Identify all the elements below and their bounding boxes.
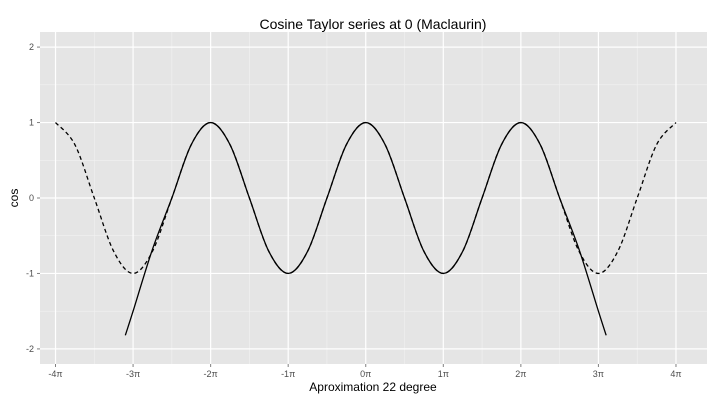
- x-tick-label: -2π: [204, 369, 218, 379]
- x-tick-label: -3π: [126, 369, 140, 379]
- y-tick-label: 1: [29, 118, 34, 128]
- dashed-series-line: [55, 121, 677, 275]
- chart-title: Cosine Taylor series at 0 (Maclaurin): [260, 16, 487, 32]
- x-tick-label: -4π: [48, 369, 62, 379]
- y-axis-label: cos: [7, 189, 21, 208]
- series-layer: [55, 121, 677, 336]
- x-tick-label: 1π: [438, 369, 449, 379]
- x-axis-ticks: -4π -3π -2π -1π 0π 1π 2π 3π 4π: [48, 364, 682, 379]
- y-tick-label: -2: [26, 344, 34, 354]
- x-tick-label: -1π: [281, 369, 295, 379]
- x-tick-label: 4π: [670, 369, 681, 379]
- x-tick-label: 3π: [593, 369, 604, 379]
- x-tick-label: 0π: [360, 369, 371, 379]
- solid-series-line: [124, 121, 607, 336]
- x-axis-label: Aproximation 22 degree: [309, 380, 437, 394]
- y-tick-label: -1: [26, 268, 34, 278]
- x-tick-label: 2π: [515, 369, 526, 379]
- y-axis-ticks: 2 1 0 -1 -2: [26, 42, 40, 354]
- y-tick-label: 0: [29, 193, 34, 203]
- major-gridlines: [40, 32, 707, 364]
- y-tick-label: 2: [29, 42, 34, 52]
